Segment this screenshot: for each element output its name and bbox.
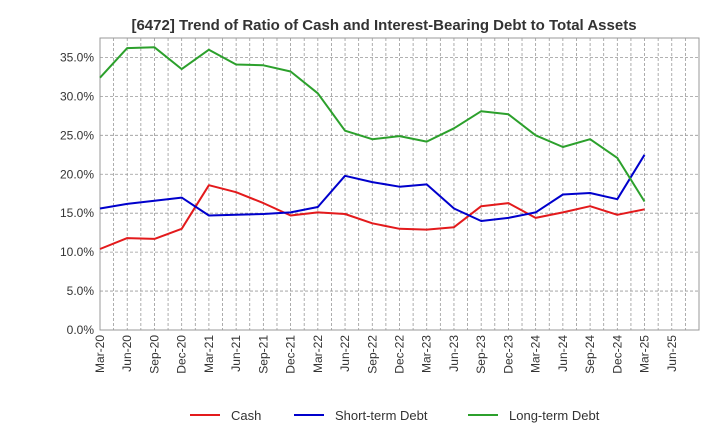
x-tick-label: Dec-22 [393,335,407,374]
series-line-long-term-debt [99,46,646,203]
x-tick-label: Mar-22 [311,335,325,373]
x-tick-label: Sep-21 [256,335,270,374]
x-tick-label: Sep-24 [583,335,597,374]
y-tick-label: 20.0% [60,167,94,181]
legend-label-cash: Cash [231,408,261,423]
x-tick-label: Sep-23 [474,335,488,374]
y-tick-label: 30.0% [60,89,94,103]
y-tick-label: 25.0% [60,128,94,142]
x-tick-label: Jun-20 [120,335,134,372]
x-tick-label: Jun-21 [229,335,243,372]
x-tick-label: Dec-20 [175,335,189,374]
x-tick-label: Dec-21 [284,335,298,374]
y-tick-label: 5.0% [67,284,95,298]
x-tick-label: Mar-21 [202,335,216,373]
series-line-short-term-debt [99,154,646,222]
y-tick-label: 10.0% [60,245,94,259]
y-tick-label: 0.0% [67,323,95,337]
x-tick-label: Mar-25 [638,335,652,373]
series-group [99,46,646,250]
y-tick-label: 35.0% [60,50,94,64]
x-tick-label: Jun-23 [447,335,461,372]
x-tick-label: Jun-22 [338,335,352,372]
x-tick-label: Dec-23 [501,335,515,374]
x-tick-label: Jun-25 [665,335,679,372]
legend: Cash Short-term Debt Long-term Debt [190,408,600,423]
legend-label-short-term-debt: Short-term Debt [335,408,428,423]
series-line-cash [99,184,645,250]
x-tick-label: Jun-24 [556,335,570,372]
x-tick-label: Sep-22 [365,335,379,374]
legend-label-long-term-debt: Long-term Debt [509,408,600,423]
x-tick-label: Mar-20 [93,335,107,373]
x-axis: Mar-20 Jun-20 Sep-20 Dec-20 Mar-21 Jun-21 Sep-… [93,335,679,374]
y-tick-label: 15.0% [60,206,94,220]
x-tick-label: Dec-24 [610,335,624,374]
grid [100,38,699,330]
x-tick-label: Mar-23 [420,335,434,373]
plot-frame [99,37,700,331]
chart-title: [6472] Trend of Ratio of Cash and Intere… [131,17,636,34]
y-axis: 0.0% 5.0% 10.0% 15.0% 20.0% 25.0% 30.0% 35.0% [60,50,94,337]
x-tick-label: Sep-20 [147,335,161,374]
x-tick-label: Mar-24 [529,335,543,373]
